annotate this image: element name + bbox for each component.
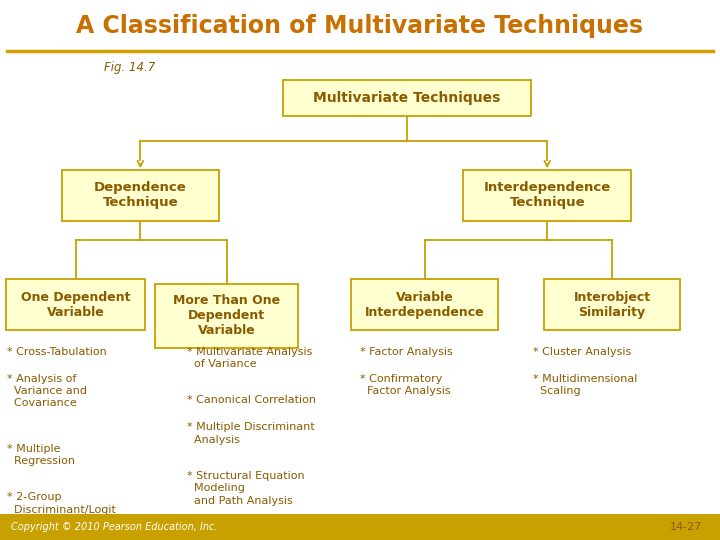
- Text: More Than One
Dependent
Variable: More Than One Dependent Variable: [174, 294, 280, 338]
- FancyBboxPatch shape: [283, 80, 531, 116]
- Text: * Structural Equation
  Modeling
  and Path Analysis: * Structural Equation Modeling and Path …: [187, 471, 305, 505]
- Text: * Factor Analysis: * Factor Analysis: [360, 347, 453, 357]
- Text: Interdependence
Technique: Interdependence Technique: [484, 181, 611, 210]
- Text: * Canonical Correlation: * Canonical Correlation: [187, 395, 316, 406]
- Text: * Multiple Discriminant
  Analysis: * Multiple Discriminant Analysis: [187, 422, 315, 444]
- Text: * Confirmatory
  Factor Analysis: * Confirmatory Factor Analysis: [360, 374, 451, 396]
- FancyBboxPatch shape: [62, 170, 220, 221]
- FancyBboxPatch shape: [544, 279, 680, 330]
- FancyBboxPatch shape: [351, 279, 498, 330]
- Text: * Multiple
  Regression: * Multiple Regression: [7, 444, 75, 466]
- Text: One Dependent
Variable: One Dependent Variable: [21, 291, 130, 319]
- Text: * 2-Group
  Discriminant/Logit: * 2-Group Discriminant/Logit: [7, 492, 116, 515]
- Text: Dependence
Technique: Dependence Technique: [94, 181, 186, 210]
- Text: 14-27: 14-27: [670, 522, 702, 532]
- Text: * Analysis of
  Variance and
  Covariance: * Analysis of Variance and Covariance: [7, 374, 87, 408]
- Text: * Multivariate Analysis
  of Variance: * Multivariate Analysis of Variance: [187, 347, 312, 369]
- FancyBboxPatch shape: [463, 170, 631, 221]
- Text: A Classification of Multivariate Techniques: A Classification of Multivariate Techniq…: [76, 14, 644, 38]
- Text: Fig. 14.7: Fig. 14.7: [104, 61, 156, 74]
- Text: Copyright © 2010 Pearson Education, Inc.: Copyright © 2010 Pearson Education, Inc.: [11, 522, 217, 532]
- Text: * Multidimensional
  Scaling: * Multidimensional Scaling: [533, 374, 637, 396]
- Bar: [0, 514, 720, 540]
- Text: * Cluster Analysis: * Cluster Analysis: [533, 347, 631, 357]
- Text: Multivariate Techniques: Multivariate Techniques: [313, 91, 500, 105]
- FancyBboxPatch shape: [6, 279, 145, 330]
- Text: Variable
Interdependence: Variable Interdependence: [365, 291, 485, 319]
- FancyBboxPatch shape: [156, 284, 299, 348]
- Text: * Cross-Tabulation: * Cross-Tabulation: [7, 347, 107, 357]
- Text: Interobject
Similarity: Interobject Similarity: [573, 291, 651, 319]
